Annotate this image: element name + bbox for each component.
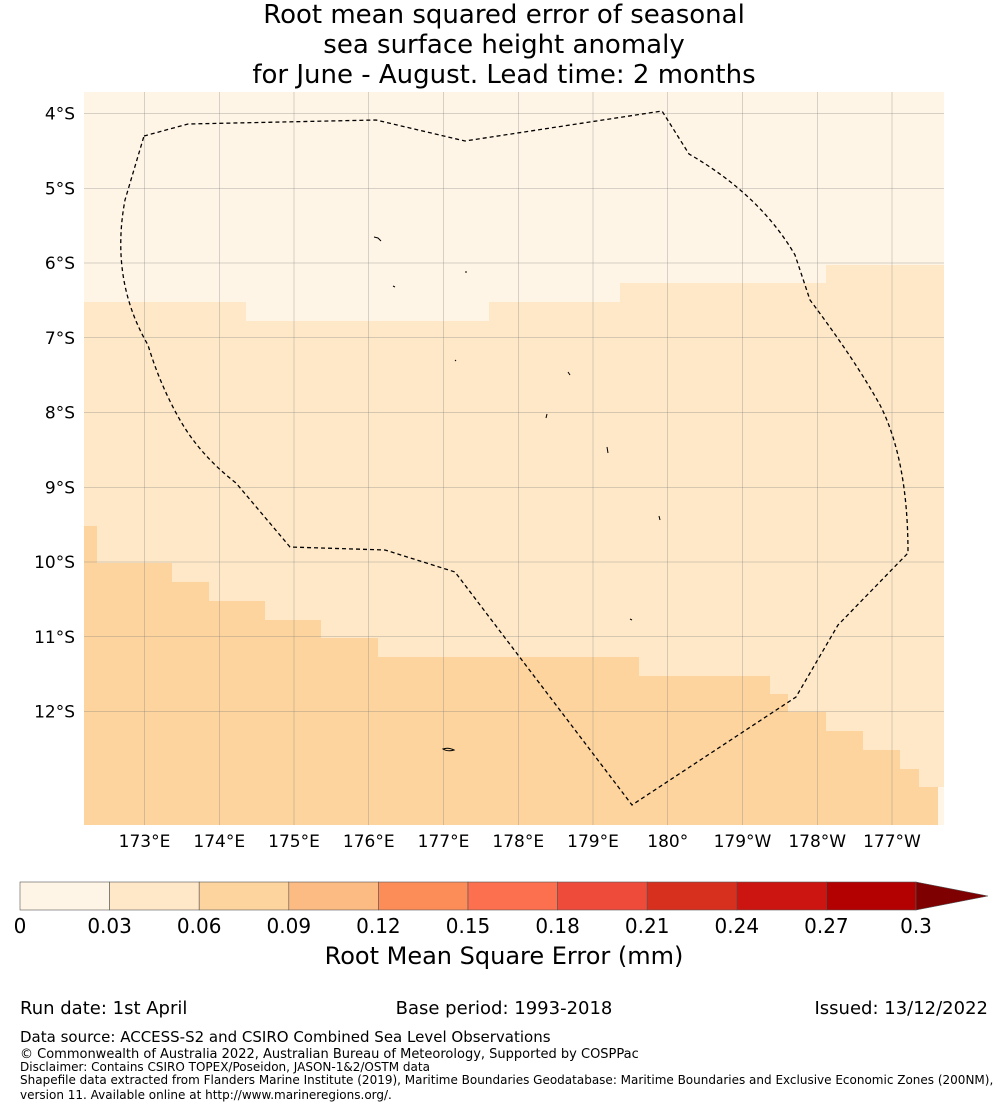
map-figure: 4°S 5°S 6°S 7°S 8°S 9°S 10°S 11°S 12°S 173°E 174°… xyxy=(34,92,944,852)
latitude-label: 11°S xyxy=(34,628,75,648)
colorbar-extend-arrow xyxy=(915,881,989,911)
longitude-label: 180° xyxy=(647,832,688,852)
colorbar-segment xyxy=(467,881,558,911)
island-shape xyxy=(658,515,661,521)
colorbar-segment xyxy=(288,881,379,911)
colorbar-tick-label: 0.21 xyxy=(625,914,670,938)
shapefile-note-line-2: version 11. Available online at http://w… xyxy=(20,1088,392,1102)
island-shape xyxy=(392,285,396,288)
latitude-labels: 4°S 5°S 6°S 7°S 8°S 9°S 10°S 11°S 12°S xyxy=(34,105,75,723)
base-period: Base period: 1993-2018 xyxy=(395,998,613,1019)
island-shape xyxy=(441,747,456,752)
disclaimer: Disclaimer: Contains CSIRO TOPEX/Poseido… xyxy=(20,1060,430,1074)
colorbar-tick-label: 0.3 xyxy=(900,914,932,938)
colorbar-segment xyxy=(646,881,738,911)
longitude-label: 179°W xyxy=(714,832,772,852)
chart-title: Root mean squared error of seasonal sea … xyxy=(0,0,1008,90)
longitude-label: 177°W xyxy=(863,832,921,852)
colorbar-tick-label: 0.09 xyxy=(267,914,312,938)
colorbar-segment xyxy=(736,881,827,911)
colorbar-tick-label: 0.12 xyxy=(356,914,401,938)
colorbar-segment xyxy=(19,881,110,911)
colorbar-segment xyxy=(198,881,290,911)
colorbar-tick-label: 0.03 xyxy=(87,914,132,938)
longitude-label: 178°E xyxy=(492,832,544,852)
latitude-label: 5°S xyxy=(45,179,75,199)
longitude-label: 174°E xyxy=(193,832,245,852)
island-shape xyxy=(567,371,571,376)
colorbar-segment xyxy=(826,881,917,911)
longitude-label: 178°W xyxy=(788,832,846,852)
island-shape xyxy=(373,236,382,242)
latitude-label: 4°S xyxy=(45,105,75,125)
title-line-3: for June - August. Lead time: 2 months xyxy=(252,60,756,90)
colorbar-segment xyxy=(378,881,469,911)
latitude-label: 7°S xyxy=(45,329,75,349)
colorbar-tick-label: 0.06 xyxy=(177,914,222,938)
rmse-field xyxy=(84,265,944,825)
issued-date: Issued: 13/12/2022 xyxy=(814,998,988,1019)
graticule xyxy=(84,92,944,825)
island-shape xyxy=(629,618,633,621)
colorbar: 0 0.03 0.06 0.09 0.12 0.15 0.18 0.21 0.24 0.27 0.3 xyxy=(14,881,989,938)
longitude-label: 176°E xyxy=(343,832,395,852)
title-line-1: Root mean squared error of seasonal xyxy=(263,0,745,30)
latitude-label: 10°S xyxy=(34,553,75,573)
latitude-label: 6°S xyxy=(45,254,75,274)
colorbar-title: Root Mean Square Error (mm) xyxy=(324,942,684,970)
colorbar-tick-label: 0.27 xyxy=(804,914,849,938)
copyright-notice: © Commonwealth of Australia 2022, Austra… xyxy=(20,1047,639,1062)
island-shape xyxy=(606,446,609,454)
longitude-label: 173°E xyxy=(119,832,171,852)
latitude-label: 8°S xyxy=(45,404,75,424)
longitude-label: 177°E xyxy=(418,832,470,852)
longitude-label: 175°E xyxy=(268,832,320,852)
shapefile-note-line-1: Shapefile data extracted from Flanders M… xyxy=(20,1073,994,1087)
rmse-band-0.06-0.09 xyxy=(84,526,938,825)
colorbar-segment xyxy=(109,881,200,911)
title-line-2: sea surface height anomaly xyxy=(323,30,685,60)
longitude-labels: 173°E 174°E 175°E 176°E 177°E 178°E 179°E 180° 1… xyxy=(119,832,921,852)
islands xyxy=(373,236,661,752)
data-source: Data source: ACCESS-S2 and CSIRO Combine… xyxy=(20,1028,551,1046)
colorbar-tick-label: 0.15 xyxy=(446,914,491,938)
colorbar-tick-label: 0.18 xyxy=(535,914,580,938)
latitude-label: 9°S xyxy=(45,478,75,498)
run-date: Run date: 1st April xyxy=(20,998,188,1019)
island-shape xyxy=(454,359,457,362)
colorbar-tick-label: 0.24 xyxy=(715,914,760,938)
island-shape xyxy=(545,413,548,419)
colorbar-tick-label: 0 xyxy=(14,914,27,938)
rmse-band-0.03-0.06 xyxy=(84,265,944,787)
latitude-label: 12°S xyxy=(34,703,75,723)
colorbar-segment xyxy=(557,881,648,911)
longitude-label: 179°E xyxy=(567,832,619,852)
